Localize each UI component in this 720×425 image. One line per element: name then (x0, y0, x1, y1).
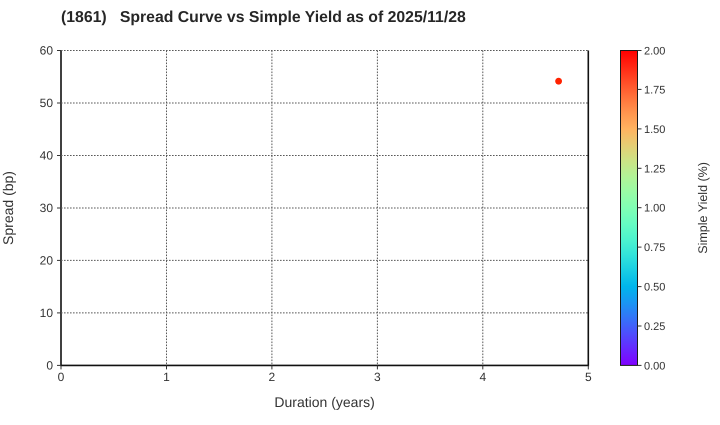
svg-text:5: 5 (585, 370, 592, 384)
svg-text:1.75: 1.75 (644, 84, 665, 96)
svg-text:3: 3 (374, 370, 381, 384)
svg-text:1.50: 1.50 (644, 124, 665, 136)
svg-text:2: 2 (269, 370, 276, 384)
svg-text:0.50: 0.50 (644, 282, 665, 294)
svg-text:20: 20 (40, 253, 54, 267)
svg-text:10: 10 (40, 306, 54, 320)
svg-text:1.25: 1.25 (644, 163, 665, 175)
svg-text:0.00: 0.00 (644, 360, 665, 372)
svg-text:4: 4 (479, 370, 486, 384)
svg-text:Spread (bp): Spread (bp) (0, 171, 16, 245)
svg-text:0: 0 (58, 370, 65, 384)
svg-text:0.25: 0.25 (644, 321, 665, 333)
svg-text:0.75: 0.75 (644, 242, 665, 254)
svg-text:1.00: 1.00 (644, 203, 665, 215)
svg-text:40: 40 (40, 149, 54, 163)
svg-text:0: 0 (46, 358, 53, 372)
svg-text:60: 60 (40, 44, 54, 58)
svg-text:Duration (years): Duration (years) (274, 394, 374, 410)
svg-text:(1861) Spread Curve vs Simpl: (1861) Spread Curve vs Simple Yield as o… (61, 9, 466, 26)
svg-text:50: 50 (40, 96, 54, 110)
svg-text:1: 1 (163, 370, 170, 384)
svg-text:30: 30 (40, 201, 54, 215)
svg-text:2.00: 2.00 (644, 46, 665, 58)
svg-text:Simple Yield (%): Simple Yield (%) (696, 162, 710, 254)
